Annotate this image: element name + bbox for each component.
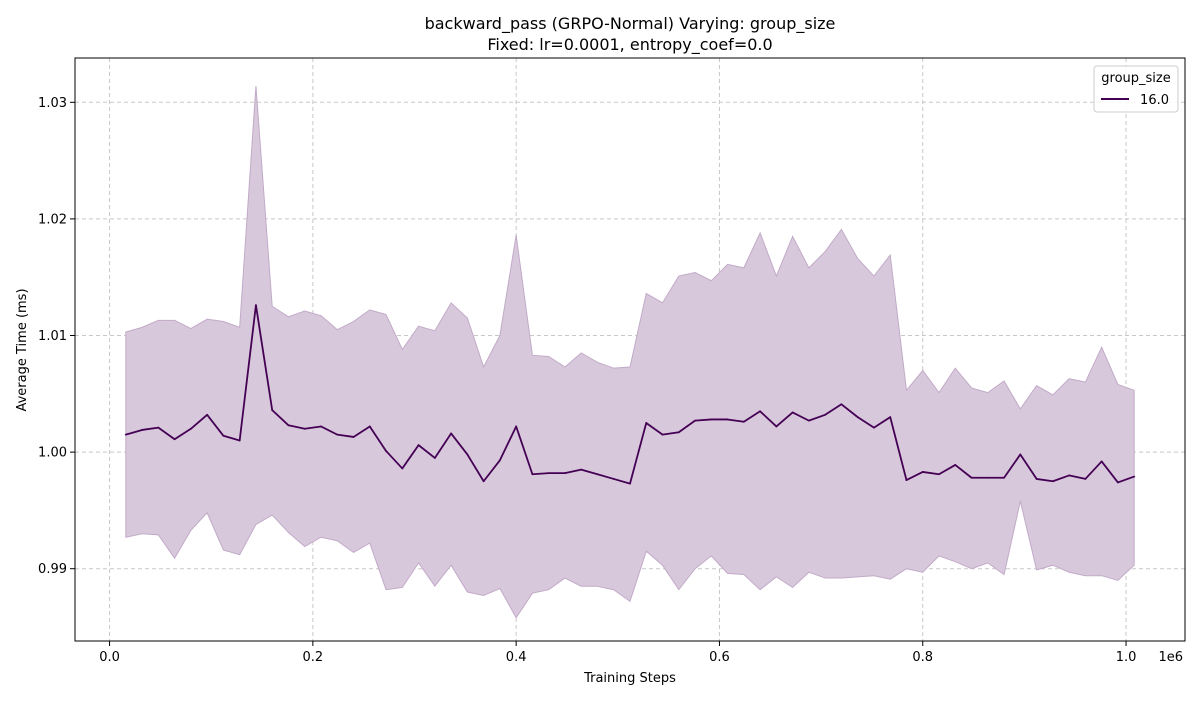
data-point (775, 425, 778, 428)
y-axis-label: Average Time (ms) (15, 288, 30, 411)
data-point (564, 472, 566, 474)
x-tick-label-1: 0.2 (303, 650, 324, 665)
data-point (986, 476, 989, 479)
data-point (515, 425, 518, 428)
legend-box (1093, 65, 1179, 113)
x-tick-label-0: 0.0 (99, 650, 120, 665)
data-point (255, 304, 257, 307)
data-point (677, 431, 680, 434)
data-point (1035, 478, 1038, 480)
data-point (385, 450, 387, 452)
data-point (1133, 475, 1136, 478)
data-point (938, 473, 940, 476)
data-point (629, 482, 631, 485)
data-point (921, 471, 924, 473)
confidence-band (125, 85, 1135, 619)
data-point (352, 436, 355, 438)
data-point (368, 425, 371, 428)
y-axis-ticks: 0.99 1.00 1.01 1.02 1.03 (38, 96, 75, 577)
data-point (417, 444, 420, 447)
series-line-layer (124, 304, 1136, 485)
y-tick-label-1: 1.00 (38, 446, 67, 461)
y-tick-label-2: 1.01 (38, 329, 67, 344)
data-point (222, 434, 225, 437)
chart-title-line1: backward_pass (GRPO-Normal) Varying: gro… (425, 14, 836, 34)
data-point (189, 427, 192, 430)
data-point (824, 413, 827, 416)
data-point (840, 403, 843, 406)
data-point (466, 453, 469, 456)
data-point (1100, 460, 1103, 463)
data-point (856, 416, 859, 419)
data-point (645, 422, 648, 424)
data-point (320, 425, 322, 428)
y-tick-label-0: 0.99 (38, 562, 67, 577)
data-point (141, 429, 143, 431)
data-point (873, 426, 875, 429)
data-point (157, 426, 160, 429)
data-point (547, 472, 550, 474)
data-point (303, 427, 306, 430)
data-point (482, 480, 485, 483)
legend-title: group_size (1101, 71, 1170, 86)
data-point (791, 411, 794, 414)
data-point (580, 468, 583, 471)
data-point (808, 419, 810, 422)
x-tick-label-5: 1.0 (1116, 650, 1137, 665)
data-point (726, 418, 729, 421)
data-point (612, 478, 615, 480)
data-point (498, 459, 501, 462)
x-tick-label-2: 0.4 (506, 650, 527, 665)
data-point (710, 418, 713, 421)
data-point (905, 479, 908, 481)
data-point (889, 416, 892, 419)
plot-area-frame (74, 57, 1186, 642)
data-point (433, 457, 436, 459)
x-axis-label: Training Steps (583, 671, 676, 686)
data-point (1117, 481, 1119, 484)
data-point (694, 419, 696, 422)
data-point (271, 409, 274, 412)
data-point (173, 438, 176, 441)
data-point (970, 476, 973, 479)
x-axis-offset-label: 1e6 (1158, 650, 1183, 665)
data-point (954, 464, 957, 466)
data-point (287, 424, 290, 427)
data-point (450, 432, 452, 435)
data-point (1003, 476, 1005, 479)
y-tick-label-4: 1.03 (38, 96, 67, 111)
data-point (401, 467, 404, 470)
chart-title-line2: Fixed: lr=0.0001, entropy_coef=0.0 (487, 35, 772, 55)
data-point (1068, 474, 1071, 477)
data-point (1084, 478, 1087, 480)
data-point (596, 473, 599, 476)
y-tick-label-3: 1.02 (38, 212, 67, 227)
data-point (238, 439, 241, 442)
data-point (336, 433, 339, 436)
data-point (1019, 453, 1022, 456)
x-tick-label-4: 0.8 (912, 650, 933, 665)
data-point (759, 410, 762, 413)
x-axis-ticks: 0.0 0.2 0.4 0.6 0.8 1.0 (99, 641, 1136, 665)
data-point (1051, 480, 1054, 483)
x-tick-label-3: 0.6 (709, 650, 730, 665)
data-point (661, 433, 664, 436)
legend: group_size 16.0 (1093, 65, 1179, 113)
data-point (124, 433, 127, 436)
data-point (742, 420, 745, 423)
data-point (531, 473, 534, 476)
legend-entry-label: 16.0 (1140, 93, 1169, 108)
confidence-band-layer (125, 85, 1135, 619)
data-point (206, 413, 209, 416)
